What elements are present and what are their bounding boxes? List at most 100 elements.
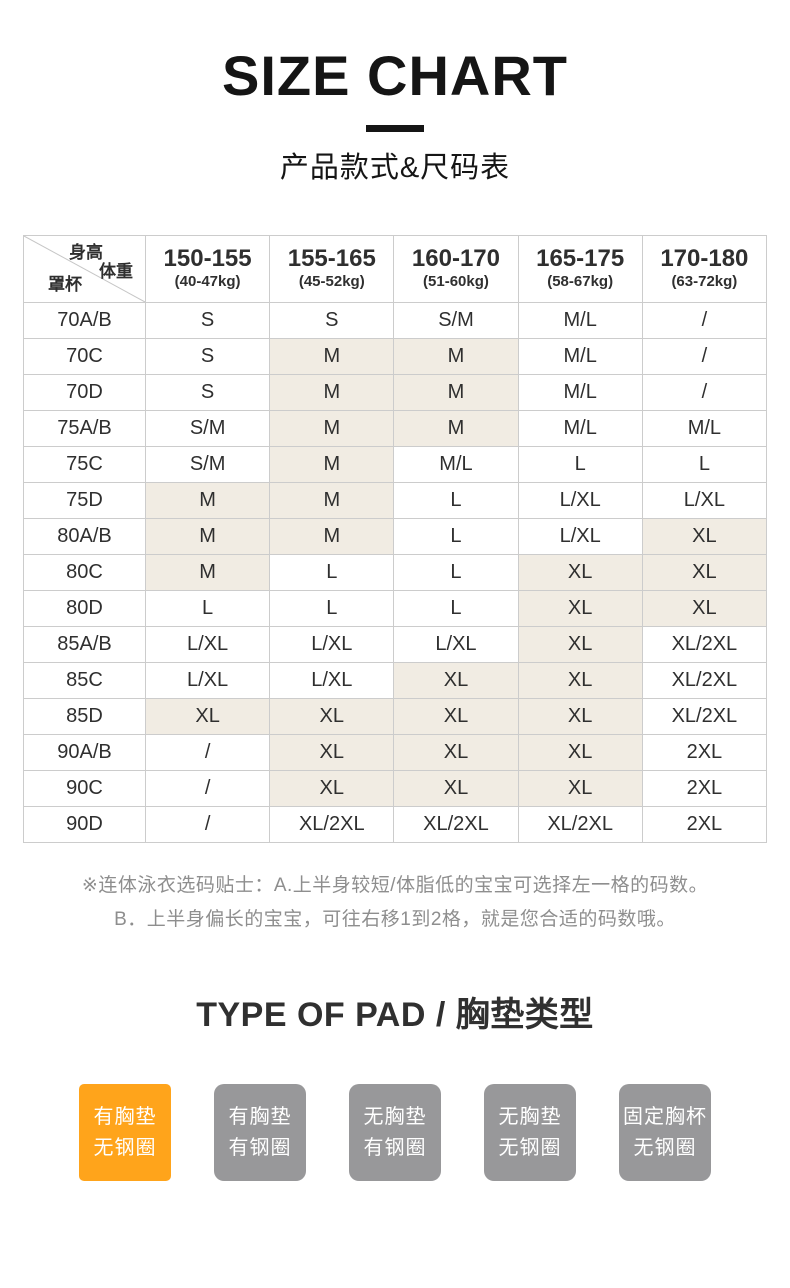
size-cell: / bbox=[144, 805, 271, 843]
cup-size-cell: 80D bbox=[23, 589, 146, 627]
size-cell: / bbox=[144, 769, 271, 807]
pad-option-line1: 有胸垫 bbox=[228, 1105, 292, 1128]
cup-size-cell: 85D bbox=[23, 697, 146, 735]
size-cell: XL bbox=[641, 553, 768, 591]
table-header-row: 身高 体重 罩杯 150-155 (40-47kg) 155-165 (45-52kg… bbox=[23, 234, 768, 303]
size-cell: XL bbox=[393, 733, 519, 771]
size-cell: XL bbox=[144, 697, 271, 735]
table-row-80A/B: 80A/B M M L L/XL XL bbox=[23, 517, 768, 555]
table-row-85D: 85D XL XL XL XL XL/2XL bbox=[23, 697, 768, 735]
size-cell: XL bbox=[517, 733, 643, 771]
size-cell: S bbox=[144, 301, 271, 339]
size-cell: S bbox=[144, 373, 271, 411]
table-row-70D: 70D S M M M/L / bbox=[23, 373, 768, 411]
pad-option-line2: 有钢圈 bbox=[228, 1136, 292, 1159]
pad-option-固定胸杯-无钢圈[interactable]: 固定胸杯 无钢圈 bbox=[619, 1084, 711, 1182]
size-cell: M/L bbox=[517, 301, 643, 339]
size-cell: XL/2XL bbox=[641, 697, 768, 735]
size-cell: M/L bbox=[517, 337, 643, 375]
size-cell: L/XL bbox=[393, 625, 519, 663]
size-cell: L/XL bbox=[641, 481, 768, 519]
sizing-notes: ※连体泳衣选码贴士：A.上半身较短/体脂低的宝宝可选择左一格的码数。 B．上半身… bbox=[0, 869, 790, 937]
table-row-75C: 75C S/M M M/L L L bbox=[23, 445, 768, 483]
size-cell: L bbox=[269, 589, 395, 627]
size-cell: M/L bbox=[517, 373, 643, 411]
size-cell: L/XL bbox=[269, 661, 395, 699]
size-cell: L bbox=[641, 445, 768, 483]
cup-size-cell: 90A/B bbox=[23, 733, 146, 771]
pad-option-line1: 固定胸杯 bbox=[623, 1105, 707, 1128]
size-cell: M bbox=[269, 517, 395, 555]
size-cell: XL bbox=[641, 589, 768, 627]
cup-size-cell: 85A/B bbox=[23, 625, 146, 663]
size-cell: L bbox=[269, 553, 395, 591]
cup-size-cell: 70A/B bbox=[23, 301, 146, 339]
table-row-80D: 80D L L L XL XL bbox=[23, 589, 768, 627]
size-cell: L bbox=[393, 589, 519, 627]
pad-option-无胸垫-无钢圈[interactable]: 无胸垫 无钢圈 bbox=[484, 1084, 576, 1182]
pad-option-line2: 有钢圈 bbox=[363, 1136, 427, 1159]
corner-height-label: 身高 bbox=[69, 242, 103, 262]
column-header-155-165: 155-165 (45-52kg) bbox=[269, 234, 395, 303]
table-row-85A/B: 85A/B L/XL L/XL L/XL XL XL/2XL bbox=[23, 625, 768, 663]
size-cell: M bbox=[269, 445, 395, 483]
pad-section-heading: TYPE OF PAD / 胸垫类型 bbox=[196, 995, 594, 1034]
table-corner-cell: 身高 体重 罩杯 bbox=[23, 234, 146, 303]
size-cell: XL bbox=[393, 661, 519, 699]
sizing-note-line-1: ※连体泳衣选码贴士：A.上半身较短/体脂低的宝宝可选择左一格的码数。 bbox=[81, 874, 709, 896]
title-divider bbox=[366, 125, 424, 132]
size-cell: XL bbox=[517, 553, 643, 591]
size-cell: 2XL bbox=[641, 769, 768, 807]
pad-option-line2: 无钢圈 bbox=[498, 1136, 562, 1159]
size-cell: L/XL bbox=[144, 625, 271, 663]
pad-option-line1: 无胸垫 bbox=[363, 1105, 427, 1128]
pad-option-有胸垫-有钢圈[interactable]: 有胸垫 有钢圈 bbox=[214, 1084, 306, 1182]
pad-option-line2: 无钢圈 bbox=[93, 1136, 157, 1159]
size-cell: M bbox=[144, 517, 271, 555]
table-row-75D: 75D M M L L/XL L/XL bbox=[23, 481, 768, 519]
cup-size-cell: 70C bbox=[23, 337, 146, 375]
size-cell: XL bbox=[269, 733, 395, 771]
size-cell: / bbox=[641, 373, 768, 411]
corner-weight-label: 体重 bbox=[99, 261, 133, 281]
size-cell: M bbox=[393, 337, 519, 375]
cup-size-cell: 75A/B bbox=[23, 409, 146, 447]
table-row-85C: 85C L/XL L/XL XL XL XL/2XL bbox=[23, 661, 768, 699]
pad-option-line1: 无胸垫 bbox=[498, 1105, 562, 1128]
size-cell: XL bbox=[517, 625, 643, 663]
diagonal-divider-line bbox=[24, 235, 145, 302]
size-cell: M/L bbox=[641, 409, 768, 447]
column-header-165-175: 165-175 (58-67kg) bbox=[517, 234, 643, 303]
size-cell: XL/2XL bbox=[393, 805, 519, 843]
table-row-90D: 90D / XL/2XL XL/2XL XL/2XL 2XL bbox=[23, 805, 768, 843]
cup-size-cell: 90D bbox=[23, 805, 146, 843]
size-cell: M/L bbox=[517, 409, 643, 447]
cup-size-cell: 70D bbox=[23, 373, 146, 411]
size-cell: 2XL bbox=[641, 733, 768, 771]
cup-size-cell: 80A/B bbox=[23, 517, 146, 555]
size-cell: L bbox=[393, 553, 519, 591]
cup-size-cell: 90C bbox=[23, 769, 146, 807]
size-cell: XL bbox=[517, 769, 643, 807]
size-table: 身高 体重 罩杯 150-155 (40-47kg) 155-165 (45-52kg… bbox=[23, 234, 768, 843]
table-row-80C: 80C M L L XL XL bbox=[23, 553, 768, 591]
cup-size-cell: 85C bbox=[23, 661, 146, 699]
pad-options-group: 有胸垫 无钢圈 有胸垫 有钢圈 无胸垫 有钢圈 无胸垫 无钢圈 固定胸杯 无钢圈 bbox=[0, 1084, 790, 1182]
pad-option-line1: 有胸垫 bbox=[93, 1105, 157, 1128]
size-cell: L bbox=[517, 445, 643, 483]
size-cell: S bbox=[144, 337, 271, 375]
size-cell: XL bbox=[393, 769, 519, 807]
size-cell: L/XL bbox=[517, 517, 643, 555]
cup-size-cell: 80C bbox=[23, 553, 146, 591]
size-cell: M bbox=[144, 553, 271, 591]
sizing-note-line-2: B．上半身偏长的宝宝，可往右移1到2格，就是您合适的码数哦。 bbox=[114, 908, 676, 930]
cup-size-cell: 75D bbox=[23, 481, 146, 519]
column-header-170-180: 170-180 (63-72kg) bbox=[641, 234, 768, 303]
pad-option-无胸垫-有钢圈[interactable]: 无胸垫 有钢圈 bbox=[349, 1084, 441, 1182]
cup-size-cell: 75C bbox=[23, 445, 146, 483]
table-row-70C: 70C S M M M/L / bbox=[23, 337, 768, 375]
size-cell: XL bbox=[517, 589, 643, 627]
size-cell: S bbox=[269, 301, 395, 339]
size-cell: S/M bbox=[144, 445, 271, 483]
pad-option-有胸垫-无钢圈[interactable]: 有胸垫 无钢圈 bbox=[79, 1084, 171, 1182]
